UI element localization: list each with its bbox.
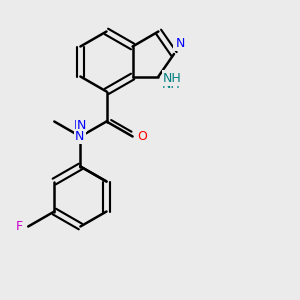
Text: N: N — [76, 119, 86, 132]
Text: F: F — [16, 220, 23, 233]
Text: N: N — [75, 130, 85, 143]
Text: N: N — [176, 37, 185, 50]
Text: F: F — [16, 220, 23, 233]
Text: O: O — [137, 130, 147, 143]
Text: O: O — [137, 130, 147, 143]
Text: N: N — [74, 119, 84, 132]
Text: NH: NH — [162, 78, 181, 91]
Text: N: N — [174, 37, 183, 50]
Text: NH: NH — [163, 71, 182, 85]
